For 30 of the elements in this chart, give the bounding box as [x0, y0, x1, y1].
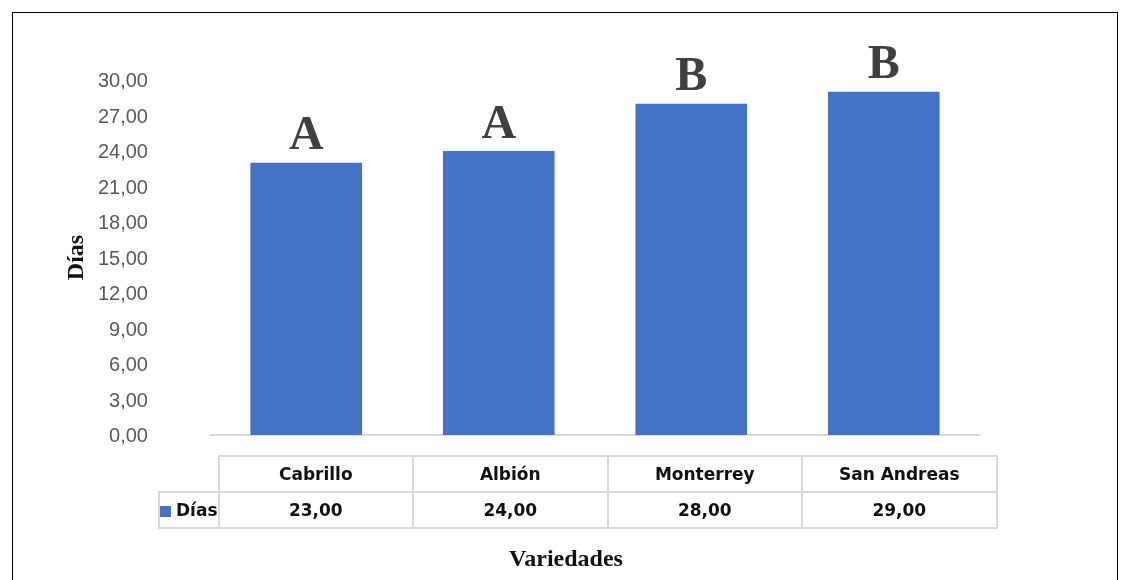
x-tick-label: San Andreas [802, 456, 997, 492]
y-tick-label: 6,00 [109, 353, 148, 375]
bar [442, 151, 555, 435]
x-tick-label: Albión [413, 456, 608, 492]
y-tick-label: 9,00 [109, 317, 148, 340]
y-tick-label: 3,00 [109, 388, 148, 411]
data-label: 24,00 [413, 492, 608, 528]
legend-label: Días [159, 492, 219, 528]
annotation: B [867, 35, 900, 89]
bar [635, 103, 748, 435]
bar [827, 91, 940, 435]
y-tick-label: 24,00 [97, 140, 148, 162]
data-label: 28,00 [607, 492, 803, 528]
y-tick-label: 30,00 [97, 69, 148, 91]
y-tick-label: 18,00 [97, 211, 148, 233]
data-label: 29,00 [802, 492, 997, 528]
bar [250, 162, 363, 435]
annotation: A [481, 94, 517, 148]
y-tick-label: 21,00 [97, 175, 148, 198]
y-tick-label: 12,00 [97, 282, 148, 304]
annotation: B [675, 47, 708, 101]
x-axis-title: Variedades [508, 545, 624, 572]
data-label: 23,00 [218, 492, 414, 528]
y-tick-label: 0,00 [109, 424, 148, 446]
y-tick-label: 27,00 [97, 104, 148, 127]
y-axis-title: Días [62, 234, 89, 281]
x-tick-label: Monterrey [607, 456, 803, 492]
y-tick-label: 15,00 [97, 246, 148, 269]
x-tick-label: Cabrillo [218, 456, 414, 492]
annotation: A [288, 106, 324, 160]
